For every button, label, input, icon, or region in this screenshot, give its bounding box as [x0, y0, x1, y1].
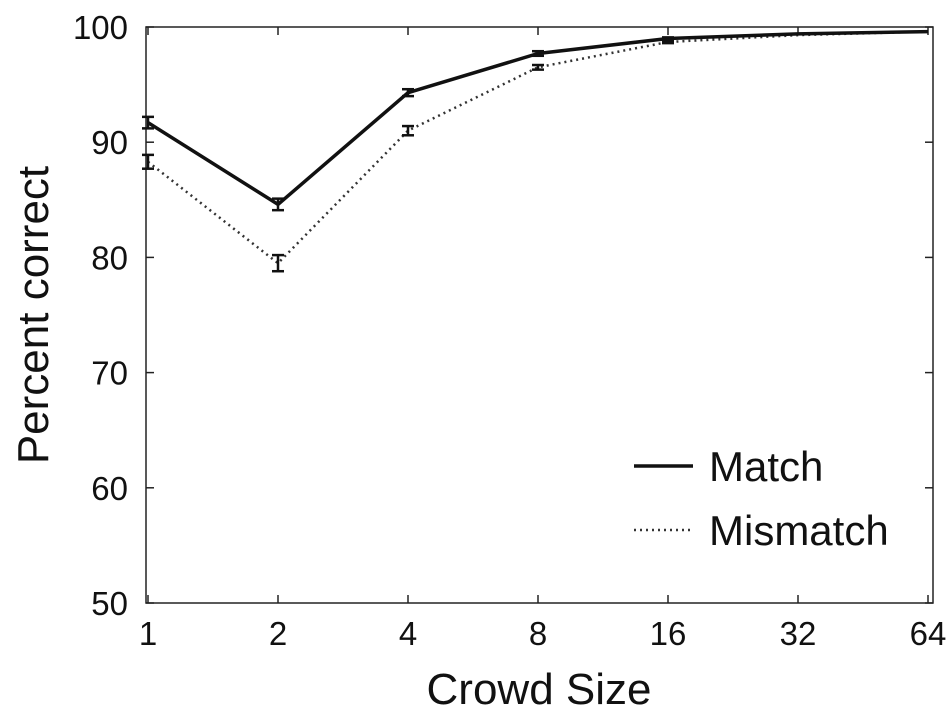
- x-axis-title: Crowd Size: [427, 665, 652, 711]
- y-tick-label: 90: [91, 124, 128, 161]
- legend: Match Mismatch: [634, 443, 889, 554]
- y-tick-label: 70: [91, 355, 128, 392]
- error-bar: [402, 87, 414, 98]
- error-bar: [662, 39, 674, 45]
- series-match: [142, 29, 929, 212]
- error-bar: [532, 49, 544, 58]
- error-bar: [142, 153, 154, 170]
- y-tick-label: 80: [91, 239, 128, 276]
- error-bar: [142, 115, 154, 130]
- legend-label-match: Match: [709, 443, 823, 490]
- error-bar: [532, 63, 544, 71]
- y-tick-label: 100: [73, 9, 128, 46]
- x-axis: 1 2 4 8 16 32 64: [139, 27, 947, 652]
- series-mismatch: [142, 30, 929, 273]
- x-tick-label: 4: [399, 615, 417, 652]
- error-bar: [272, 197, 284, 212]
- x-tick-label: 16: [650, 615, 687, 652]
- series-layer: [142, 29, 929, 273]
- y-tick-label: 60: [91, 470, 128, 507]
- x-tick-label: 64: [910, 615, 947, 652]
- x-tick-label: 1: [139, 615, 157, 652]
- error-bar: [272, 253, 284, 273]
- x-tick-label: 8: [529, 615, 547, 652]
- error-bar: [402, 124, 414, 137]
- series-line-match: [147, 29, 929, 207]
- x-tick-label: 2: [269, 615, 287, 652]
- plot-frame: [145, 26, 934, 604]
- y-axis-title: Percent correct: [9, 166, 58, 464]
- error-bar: [662, 36, 674, 41]
- legend-label-mismatch: Mismatch: [709, 507, 889, 554]
- y-tick-label: 50: [91, 585, 128, 622]
- y-axis: 50 60 70 80 90 100: [73, 9, 933, 622]
- x-tick-label: 32: [780, 615, 817, 652]
